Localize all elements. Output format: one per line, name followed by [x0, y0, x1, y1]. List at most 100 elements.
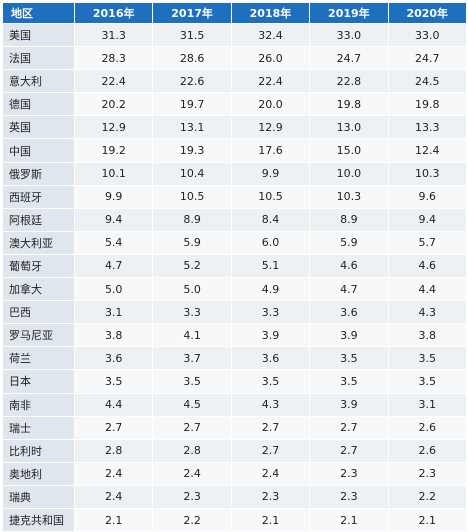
table-row: 巴西 3.1 3.3 3.3 3.6 4.3 — [2, 300, 467, 325]
value-cell: 2.3 — [309, 485, 389, 509]
value-cell: 9.4 — [387, 208, 467, 232]
table-row: 西班牙 9.9 10.5 10.5 10.3 9.6 — [2, 185, 467, 209]
region-cell: 德国 — [2, 92, 75, 117]
value-cell: 4.6 — [387, 254, 467, 279]
region-cell: 中国 — [2, 138, 75, 163]
value-cell: 3.5 — [309, 369, 389, 394]
value-cell: 20.2 — [73, 92, 154, 117]
region-cell: 法国 — [2, 46, 75, 71]
value-cell: 2.4 — [73, 462, 154, 486]
value-cell: 13.1 — [152, 115, 232, 140]
header-year-2017: 2017年 — [152, 2, 232, 24]
region-cell: 美国 — [2, 23, 75, 48]
value-cell: 9.4 — [73, 208, 154, 232]
value-cell: 20.0 — [230, 92, 311, 117]
value-cell: 8.9 — [309, 208, 389, 232]
value-cell: 13.3 — [387, 115, 467, 140]
region-cell: 西班牙 — [2, 185, 75, 209]
value-cell: 5.1 — [230, 254, 311, 279]
region-cell: 阿根廷 — [2, 208, 75, 232]
value-cell: 6.0 — [230, 231, 311, 255]
value-cell: 10.5 — [230, 185, 311, 209]
value-cell: 3.5 — [387, 346, 467, 371]
value-cell: 5.7 — [387, 231, 467, 255]
value-cell: 13.0 — [309, 115, 389, 140]
value-cell: 5.2 — [152, 254, 232, 279]
value-cell: 3.6 — [309, 300, 389, 325]
value-cell: 3.9 — [309, 323, 389, 348]
region-cell: 比利时 — [2, 439, 75, 463]
table-header-row: 地区 2016年 2017年 2018年 2019年 2020年 — [2, 2, 467, 24]
value-cell: 3.5 — [230, 369, 311, 394]
value-cell: 2.1 — [387, 508, 467, 532]
region-cell: 捷克共和国 — [2, 508, 75, 532]
table-row: 英国 12.9 13.1 12.9 13.0 13.3 — [2, 115, 467, 140]
value-cell: 24.5 — [387, 69, 467, 94]
header-year-2019: 2019年 — [309, 2, 389, 24]
table-row: 罗马尼亚 3.8 4.1 3.9 3.9 3.8 — [2, 323, 467, 348]
region-cell: 俄罗斯 — [2, 162, 75, 186]
value-cell: 4.4 — [73, 393, 154, 417]
value-cell: 4.7 — [73, 254, 154, 279]
header-region: 地区 — [2, 2, 75, 24]
value-cell: 4.3 — [387, 300, 467, 325]
value-cell: 4.4 — [387, 277, 467, 302]
value-cell: 4.5 — [152, 393, 232, 417]
value-cell: 3.5 — [152, 369, 232, 394]
value-cell: 19.7 — [152, 92, 232, 117]
value-cell: 2.1 — [230, 508, 311, 532]
value-cell: 31.3 — [73, 23, 154, 48]
value-cell: 3.8 — [387, 323, 467, 348]
value-cell: 2.7 — [230, 439, 311, 463]
value-cell: 33.0 — [309, 23, 389, 48]
table-row: 澳大利亚 5.4 5.9 6.0 5.9 5.7 — [2, 231, 467, 255]
value-cell: 5.4 — [73, 231, 154, 255]
value-cell: 3.5 — [387, 369, 467, 394]
value-cell: 2.3 — [387, 462, 467, 486]
value-cell: 3.5 — [73, 369, 154, 394]
value-cell: 19.3 — [152, 138, 232, 163]
value-cell: 3.5 — [309, 346, 389, 371]
value-cell: 24.7 — [309, 46, 389, 71]
value-cell: 3.1 — [73, 300, 154, 325]
table-row: 俄罗斯 10.1 10.4 9.9 10.0 10.3 — [2, 162, 467, 186]
table-row: 日本 3.5 3.5 3.5 3.5 3.5 — [2, 369, 467, 394]
value-cell: 3.6 — [73, 346, 154, 371]
value-cell: 2.8 — [73, 439, 154, 463]
value-cell: 2.7 — [230, 416, 311, 440]
header-year-2020: 2020年 — [387, 2, 467, 24]
value-cell: 26.0 — [230, 46, 311, 71]
value-cell: 4.1 — [152, 323, 232, 348]
value-cell: 2.6 — [387, 416, 467, 440]
value-cell: 2.3 — [152, 485, 232, 509]
table-row: 比利时 2.8 2.8 2.7 2.7 2.6 — [2, 439, 467, 463]
header-year-2016: 2016年 — [73, 2, 154, 24]
value-cell: 9.9 — [230, 162, 311, 186]
value-cell: 2.7 — [309, 416, 389, 440]
region-cell: 罗马尼亚 — [2, 323, 75, 348]
value-cell: 3.9 — [309, 393, 389, 417]
value-cell: 2.8 — [152, 439, 232, 463]
value-cell: 3.1 — [387, 393, 467, 417]
value-cell: 2.2 — [387, 485, 467, 509]
header-year-2018: 2018年 — [230, 2, 311, 24]
value-cell: 15.0 — [309, 138, 389, 163]
value-cell: 19.8 — [309, 92, 389, 117]
value-cell: 2.6 — [387, 439, 467, 463]
table-row: 奥地利 2.4 2.4 2.4 2.3 2.3 — [2, 462, 467, 486]
table-row: 意大利 22.4 22.6 22.4 22.8 24.5 — [2, 69, 467, 94]
table-row: 加拿大 5.0 5.0 4.9 4.7 4.4 — [2, 277, 467, 302]
value-cell: 8.4 — [230, 208, 311, 232]
value-cell: 2.7 — [152, 416, 232, 440]
value-cell: 10.0 — [309, 162, 389, 186]
region-cell: 意大利 — [2, 69, 75, 94]
value-cell: 5.0 — [152, 277, 232, 302]
value-cell: 22.8 — [309, 69, 389, 94]
value-cell: 12.9 — [230, 115, 311, 140]
value-cell: 10.4 — [152, 162, 232, 186]
value-cell: 3.9 — [230, 323, 311, 348]
table-row: 瑞典 2.4 2.3 2.3 2.3 2.2 — [2, 485, 467, 509]
value-cell: 12.4 — [387, 138, 467, 163]
region-cell: 巴西 — [2, 300, 75, 325]
value-cell: 9.6 — [387, 185, 467, 209]
